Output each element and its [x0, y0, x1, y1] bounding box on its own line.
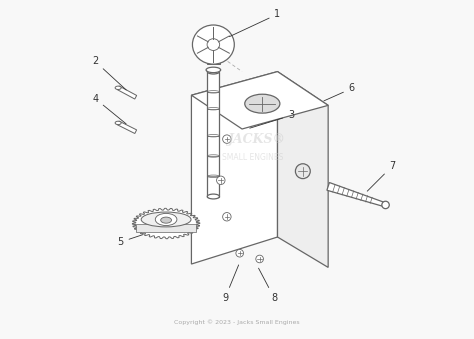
Polygon shape: [191, 72, 277, 264]
Ellipse shape: [382, 201, 389, 209]
Text: 4: 4: [92, 94, 126, 124]
Ellipse shape: [115, 121, 121, 125]
Ellipse shape: [207, 194, 219, 199]
Text: 5: 5: [118, 235, 143, 247]
Ellipse shape: [223, 135, 231, 143]
Ellipse shape: [141, 212, 191, 227]
Polygon shape: [207, 51, 220, 64]
Ellipse shape: [207, 39, 219, 51]
Text: Copyright © 2023 - Jacks Small Engines: Copyright © 2023 - Jacks Small Engines: [174, 319, 300, 325]
Ellipse shape: [223, 213, 231, 221]
Polygon shape: [277, 72, 328, 267]
Ellipse shape: [192, 25, 234, 64]
Ellipse shape: [236, 250, 244, 257]
Ellipse shape: [161, 217, 172, 223]
Ellipse shape: [256, 255, 264, 263]
Polygon shape: [117, 86, 137, 99]
Ellipse shape: [207, 69, 219, 74]
Text: SMALL ENGINES: SMALL ENGINES: [221, 153, 283, 162]
Polygon shape: [327, 182, 386, 207]
Ellipse shape: [155, 213, 177, 225]
Ellipse shape: [295, 164, 310, 179]
Ellipse shape: [245, 94, 280, 113]
Polygon shape: [132, 208, 200, 239]
Text: 9: 9: [222, 265, 238, 303]
Text: 3: 3: [250, 111, 294, 128]
Polygon shape: [136, 223, 197, 232]
Text: 7: 7: [367, 161, 395, 191]
Text: 2: 2: [92, 57, 126, 90]
Polygon shape: [191, 72, 328, 129]
Text: 6: 6: [324, 83, 355, 101]
Polygon shape: [117, 121, 137, 134]
Polygon shape: [207, 72, 219, 197]
Ellipse shape: [217, 176, 225, 184]
Ellipse shape: [206, 67, 221, 73]
Text: 1: 1: [229, 9, 281, 37]
Text: JACKS®: JACKS®: [228, 133, 286, 146]
Text: 8: 8: [258, 268, 277, 303]
Ellipse shape: [115, 86, 121, 89]
